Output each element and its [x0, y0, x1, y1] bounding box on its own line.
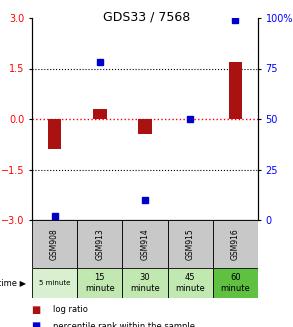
- FancyBboxPatch shape: [122, 220, 168, 268]
- FancyBboxPatch shape: [32, 268, 77, 298]
- Text: 60
minute: 60 minute: [221, 273, 250, 293]
- Text: GDS33 / 7568: GDS33 / 7568: [103, 10, 190, 23]
- FancyBboxPatch shape: [213, 220, 258, 268]
- Text: percentile rank within the sample: percentile rank within the sample: [52, 322, 195, 327]
- Text: log ratio: log ratio: [52, 305, 87, 315]
- Text: GSM913: GSM913: [95, 228, 104, 260]
- Text: GSM908: GSM908: [50, 228, 59, 260]
- FancyBboxPatch shape: [32, 220, 77, 268]
- FancyBboxPatch shape: [213, 268, 258, 298]
- Text: time ▶: time ▶: [0, 279, 26, 287]
- Bar: [138, 119, 152, 134]
- Text: GSM914: GSM914: [141, 228, 149, 260]
- Text: 15
minute: 15 minute: [85, 273, 115, 293]
- Text: ■: ■: [32, 321, 44, 327]
- FancyBboxPatch shape: [77, 220, 122, 268]
- Bar: [229, 62, 242, 119]
- FancyBboxPatch shape: [122, 268, 168, 298]
- Text: ■: ■: [32, 305, 44, 315]
- Bar: [93, 109, 107, 119]
- Text: 5 minute: 5 minute: [39, 280, 70, 286]
- FancyBboxPatch shape: [168, 268, 213, 298]
- Bar: [48, 119, 61, 149]
- Text: GSM915: GSM915: [186, 228, 195, 260]
- FancyBboxPatch shape: [77, 268, 122, 298]
- FancyBboxPatch shape: [168, 220, 213, 268]
- Text: GSM916: GSM916: [231, 228, 240, 260]
- Text: 45
minute: 45 minute: [175, 273, 205, 293]
- Text: 30
minute: 30 minute: [130, 273, 160, 293]
